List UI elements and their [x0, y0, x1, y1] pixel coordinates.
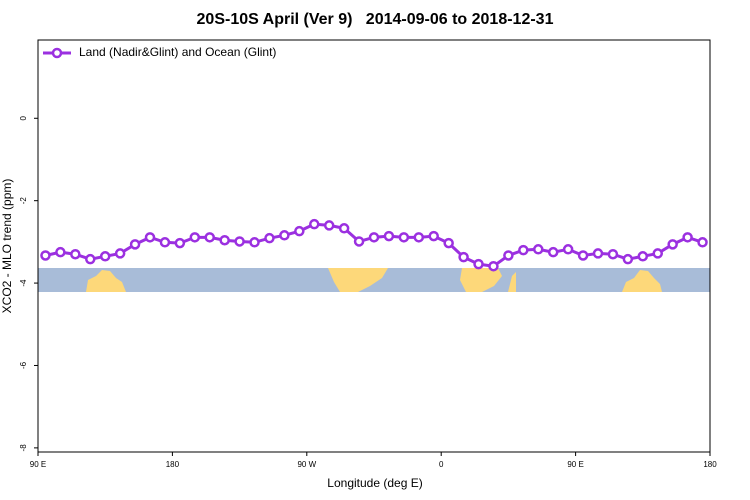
- point: [652, 248, 663, 259]
- point: [413, 232, 425, 243]
- point: [562, 244, 574, 255]
- point: [697, 237, 708, 248]
- x-tick-label: 180: [166, 460, 180, 469]
- point: [533, 244, 544, 255]
- legend-label: Land (Nadir&Glint) and Ocean (Glint): [79, 45, 276, 59]
- chart-title: 20S-10S April (Ver 9) 2014-09-06 to 2018…: [197, 11, 554, 28]
- point: [637, 251, 649, 262]
- land: [460, 268, 502, 292]
- point: [622, 253, 634, 265]
- point: [682, 232, 693, 243]
- point: [353, 236, 365, 247]
- point: [234, 236, 245, 247]
- land: [86, 270, 126, 292]
- point: [368, 232, 380, 243]
- point: [488, 260, 499, 272]
- point: [398, 232, 410, 243]
- point: [443, 237, 454, 249]
- point: [338, 223, 350, 234]
- y-tick-label: -6: [19, 361, 28, 369]
- map-strip: [38, 268, 710, 292]
- point: [428, 230, 439, 242]
- point: [85, 253, 96, 265]
- point: [473, 258, 484, 270]
- land: [622, 270, 662, 292]
- x-axis-label: Longitude (deg E): [327, 476, 422, 490]
- point: [323, 220, 335, 231]
- point: [189, 232, 201, 243]
- point: [458, 251, 469, 263]
- point: [607, 248, 619, 260]
- y-tick-label: 0: [19, 116, 28, 121]
- plot-frame: [37, 39, 711, 453]
- series-line: [45, 222, 704, 268]
- y-tick-label: -2: [19, 197, 28, 205]
- x-tick-label: 180: [703, 460, 717, 469]
- point: [219, 234, 230, 246]
- point: [159, 237, 171, 248]
- point: [249, 237, 260, 248]
- point: [518, 244, 529, 256]
- point: [129, 239, 141, 250]
- point: [309, 218, 320, 230]
- point: [279, 230, 290, 241]
- point: [577, 250, 589, 261]
- point: [547, 246, 559, 258]
- point: [40, 250, 51, 261]
- point: [592, 248, 604, 259]
- y-tick-label: -8: [19, 444, 28, 452]
- land: [508, 272, 516, 292]
- y-tick-label: -4: [19, 279, 28, 287]
- point: [204, 232, 215, 243]
- legend-marker: [51, 47, 63, 59]
- point: [383, 230, 395, 242]
- x-tick-label: 90 E: [30, 460, 46, 469]
- point: [294, 225, 305, 237]
- point: [144, 232, 156, 243]
- point: [114, 248, 126, 259]
- point: [503, 250, 514, 261]
- point: [55, 246, 66, 258]
- x-tick-label: 90 E: [567, 460, 583, 469]
- x-tick-label: 0: [439, 460, 444, 469]
- land: [328, 268, 388, 292]
- y-axis-label: XCO2 - MLO trend (ppm): [0, 179, 14, 314]
- point: [174, 237, 186, 249]
- point: [667, 239, 678, 250]
- point: [99, 251, 111, 262]
- point: [264, 232, 275, 244]
- x-tick-label: 90 W: [297, 460, 316, 469]
- point: [70, 248, 81, 260]
